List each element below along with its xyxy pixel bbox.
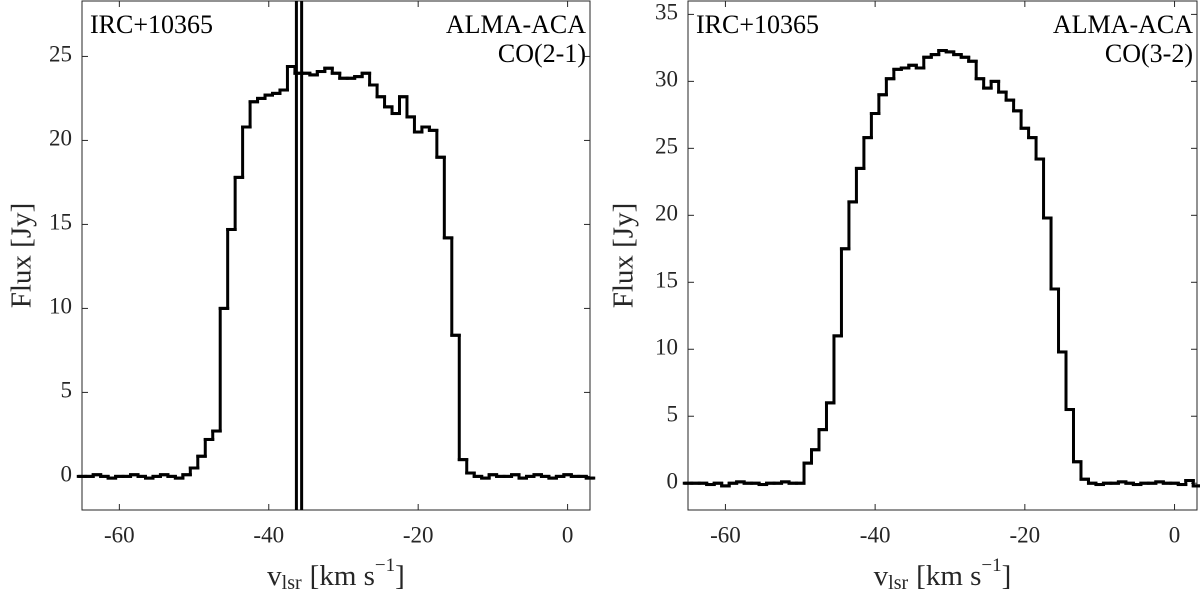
y-tick-label: 0	[667, 468, 679, 493]
y-tick-label: 25	[655, 134, 678, 159]
panel: 0 5 10 15 20 25 -60 -40 -20 0 IRC+10365 ALMA-ACACO(…	[6, 0, 596, 594]
x-label-close: ]	[395, 560, 405, 592]
x-tick-label: -40	[253, 522, 284, 547]
x-label-sup: −1	[375, 555, 395, 576]
y-tick-label: 0	[61, 462, 73, 487]
x-label-main: v	[874, 560, 889, 592]
annotation-source: IRC+10365	[696, 10, 819, 39]
annotation-source: IRC+10365	[90, 10, 213, 39]
y-axis-label: Flux [Jy]	[608, 203, 640, 309]
y-axis-label: Flux [Jy]	[6, 203, 38, 309]
plot-frame	[687, 0, 1198, 511]
x-tick-label: -20	[1010, 522, 1041, 547]
plot-frame	[81, 0, 591, 511]
x-tick-label: -40	[860, 522, 891, 547]
y-tick-label: 30	[655, 67, 678, 92]
x-label-close: ]	[1002, 560, 1012, 592]
annotation-telescope: ALMA-ACA	[1053, 10, 1193, 39]
panel: 0 5 10 15 20 25 30 35 -60 -40 -20 0 IRC+10365 ALMA-AC…	[608, 0, 1200, 594]
x-label-main: v	[267, 560, 282, 592]
y-tick-label: 20	[655, 201, 678, 226]
y-tick-label: 15	[655, 268, 678, 293]
x-label-sup: −1	[981, 555, 1001, 576]
y-tick-label: 10	[655, 335, 678, 360]
x-label-unit: [km s	[310, 560, 375, 592]
y-tick-label: 15	[49, 210, 72, 235]
y-tick-label: 5	[61, 378, 73, 403]
x-tick-label: -60	[104, 522, 135, 547]
x-axis-label: vlsr [km s−1]	[267, 555, 405, 593]
x-label-unit: [km s	[916, 560, 981, 592]
annotation-line: CO(2-1)	[498, 39, 586, 68]
x-tick-label: 0	[1169, 522, 1181, 547]
y-tick-label: 5	[667, 402, 679, 427]
x-tick-label: -60	[710, 522, 741, 547]
annotation-line: CO(3-2)	[1105, 39, 1193, 68]
y-tick-label: 35	[655, 0, 678, 25]
x-label-sub: lsr	[888, 572, 908, 594]
annotation-telescope: ALMA-ACA	[446, 10, 586, 39]
x-tick-label: -20	[403, 522, 434, 547]
x-tick-label: 0	[562, 522, 574, 547]
x-label-sub: lsr	[282, 572, 302, 594]
y-tick-label: 25	[49, 42, 72, 67]
step-connector	[78, 65, 594, 480]
y-tick-label: 10	[49, 294, 72, 319]
step-connector	[684, 49, 1200, 488]
y-tick-label: 20	[49, 126, 72, 151]
x-axis-label: vlsr [km s−1]	[874, 555, 1012, 593]
